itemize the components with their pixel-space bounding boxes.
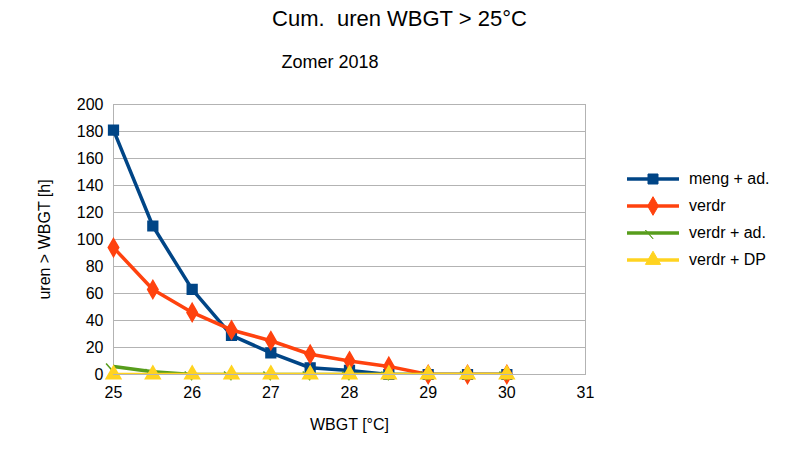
svg-text:40: 40 [86, 312, 104, 329]
svg-text:28: 28 [341, 384, 359, 401]
svg-text:25: 25 [105, 384, 123, 401]
html-text:verdr + DP: verdr + DP [689, 250, 766, 268]
svg-text:uren > WBGT [h]: uren > WBGT [h] [36, 179, 53, 299]
svg-text:200: 200 [77, 96, 104, 113]
svg-text:30: 30 [498, 384, 516, 401]
html-text:verdr + ad.: verdr + ad. [689, 223, 766, 241]
html-text:meng + ad.: meng + ad. [689, 169, 770, 187]
svg-text:80: 80 [86, 258, 104, 275]
html-text:Cum. uren WBGT > 25°C: Cum. uren WBGT > 25°C [272, 6, 527, 31]
svg-text:180: 180 [77, 123, 104, 140]
svg-text:60: 60 [86, 285, 104, 302]
html-text:verdr: verdr [689, 196, 726, 214]
svg-text:20: 20 [86, 339, 104, 356]
svg-text:WBGT [°C]: WBGT [°C] [310, 416, 389, 433]
svg-text:100: 100 [77, 231, 104, 248]
svg-text:29: 29 [419, 384, 437, 401]
svg-text:140: 140 [77, 177, 104, 194]
svg-text:31: 31 [577, 384, 595, 401]
svg-text:27: 27 [262, 384, 280, 401]
svg-text:26: 26 [183, 384, 201, 401]
svg-text:0: 0 [95, 366, 104, 383]
svg-text:160: 160 [77, 150, 104, 167]
svg-text:120: 120 [77, 204, 104, 221]
html-text:Zomer 2018: Zomer 2018 [281, 52, 379, 72]
